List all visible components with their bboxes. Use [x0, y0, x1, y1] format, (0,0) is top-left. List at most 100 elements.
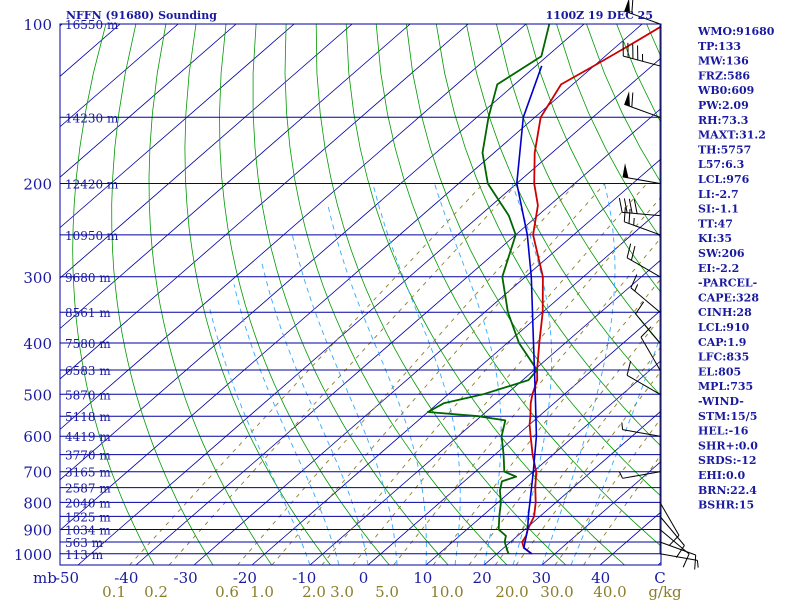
wind-barb-shaft — [626, 257, 661, 278]
moist-adiabat-line — [291, 234, 398, 565]
height-label: 2040 m — [65, 496, 111, 510]
wind-barb-full — [626, 243, 632, 258]
mixing-ratio-label: 3.0 — [330, 583, 354, 600]
wind-barb-flag — [622, 163, 629, 178]
mixing-ratio-label: 2.0 — [302, 583, 326, 600]
index-value: HEL:-16 — [698, 425, 749, 438]
mixing-ratio-label: 1.0 — [250, 583, 274, 600]
wind-barb-full — [633, 199, 638, 214]
isotherm-line — [541, 460, 661, 565]
wind-barb-flag — [624, 91, 630, 107]
height-label: 12420 m — [65, 177, 119, 191]
wind-barb — [622, 163, 661, 184]
wind-barb — [640, 326, 661, 371]
pressure-tick-label: 700 — [23, 464, 52, 482]
wind-barb-shaft — [659, 529, 690, 555]
dry-adiabat-line — [284, 24, 508, 565]
wind-barb — [624, 91, 661, 118]
index-value: KI:35 — [698, 232, 732, 245]
height-label: 3165 m — [65, 466, 111, 480]
moist-adiabat-line — [511, 183, 553, 565]
height-label: 1034 m — [65, 524, 111, 538]
wind-barb-shaft — [624, 10, 661, 25]
isotherm-line — [425, 360, 661, 565]
index-value: RH:73.3 — [698, 114, 748, 127]
wind-barb — [621, 422, 661, 437]
mixing-ratio-label: 0.2 — [144, 583, 168, 600]
temperature-tick-label: -30 — [174, 569, 198, 587]
index-value: STM:15/5 — [698, 410, 757, 423]
index-value: EI:-2.2 — [698, 262, 739, 275]
index-value: MAXT:31.2 — [698, 129, 766, 142]
wind-barb-full — [623, 198, 628, 213]
wind-barb-shaft — [659, 553, 698, 561]
temperature-tick-label: -10 — [292, 569, 316, 587]
temperature-tick-label: -40 — [114, 569, 138, 587]
height-label: 7580 m — [65, 337, 111, 351]
index-value: EHI:0.0 — [698, 469, 745, 482]
index-value: SHR+:0.0 — [698, 439, 758, 452]
height-label: 4419 m — [65, 430, 111, 444]
index-value: BSHR:15 — [698, 499, 754, 512]
height-label: 2587 m — [65, 482, 111, 496]
isotherm-line — [135, 107, 661, 565]
wind-barb-shaft — [624, 221, 661, 236]
pressure-tick-label: 900 — [23, 522, 52, 540]
index-value: TP:133 — [698, 40, 741, 53]
index-value: CAPE:328 — [698, 291, 759, 304]
wind-barb-shaft — [630, 287, 661, 313]
mixing-ratio-label: g/kg — [648, 583, 682, 600]
wind-barb-shaft — [624, 103, 661, 118]
height-label: 5870 m — [65, 388, 111, 402]
wind-barb-full — [618, 197, 623, 213]
dry-adiabat-line — [435, 24, 661, 447]
index-value: LFC:835 — [698, 351, 749, 364]
dry-adiabat-line — [405, 24, 661, 497]
height-label: 113 m — [65, 548, 104, 562]
pressure-tick-label: 600 — [23, 428, 52, 446]
wind-barb-full — [640, 326, 652, 338]
mixing-ratio-line — [129, 183, 484, 565]
dewpoint-trace — [426, 24, 551, 555]
temperature-tick-label: 20 — [473, 569, 492, 587]
wind-barb-half — [618, 471, 624, 479]
wind-barb-full — [628, 208, 631, 224]
index-value: L57:6.3 — [698, 158, 744, 171]
pressure-tick-label: 1000 — [14, 546, 52, 564]
isotherm-line — [60, 24, 411, 330]
mixing-ratio-line — [237, 183, 577, 565]
wind-barb — [618, 197, 661, 217]
index-value: SI:-1.1 — [698, 203, 739, 216]
isotherm-line — [60, 24, 353, 279]
height-label: 1525 m — [65, 510, 111, 524]
dry-adiabat-line — [345, 24, 625, 565]
pressure-unit-label: mb — [33, 569, 57, 587]
index-value: FRZ:586 — [698, 69, 750, 82]
wind-barb-shaft — [640, 336, 661, 371]
height-label: 563 m — [65, 536, 104, 550]
index-value: BRN:22.4 — [698, 484, 757, 497]
wind-barb — [618, 471, 661, 479]
station-title: NFFN (91680) Sounding — [66, 9, 217, 22]
wind-barb — [659, 529, 690, 568]
wind-barb-flag — [624, 0, 630, 14]
wind-barb-full — [694, 554, 697, 570]
wind-barb-full — [630, 246, 636, 261]
index-value: LCL:976 — [698, 173, 750, 186]
wind-barbs — [618, 0, 699, 570]
wind-barb-full — [628, 198, 633, 214]
wind-barb — [659, 516, 685, 558]
index-value: EL:805 — [698, 365, 741, 378]
index-value: WMO:91680 — [697, 25, 775, 38]
moist-adiabat-line — [260, 260, 369, 565]
wind-barb — [622, 41, 661, 67]
moist-adiabat-line — [434, 183, 502, 565]
temperature-tick-label: 30 — [532, 569, 551, 587]
mixing-ratio-label: 20.0 — [495, 583, 528, 600]
dry-adiabat-line — [375, 24, 661, 547]
mixing-ratio-label: 5.0 — [375, 583, 399, 600]
wind-barb-shaft — [626, 374, 661, 395]
